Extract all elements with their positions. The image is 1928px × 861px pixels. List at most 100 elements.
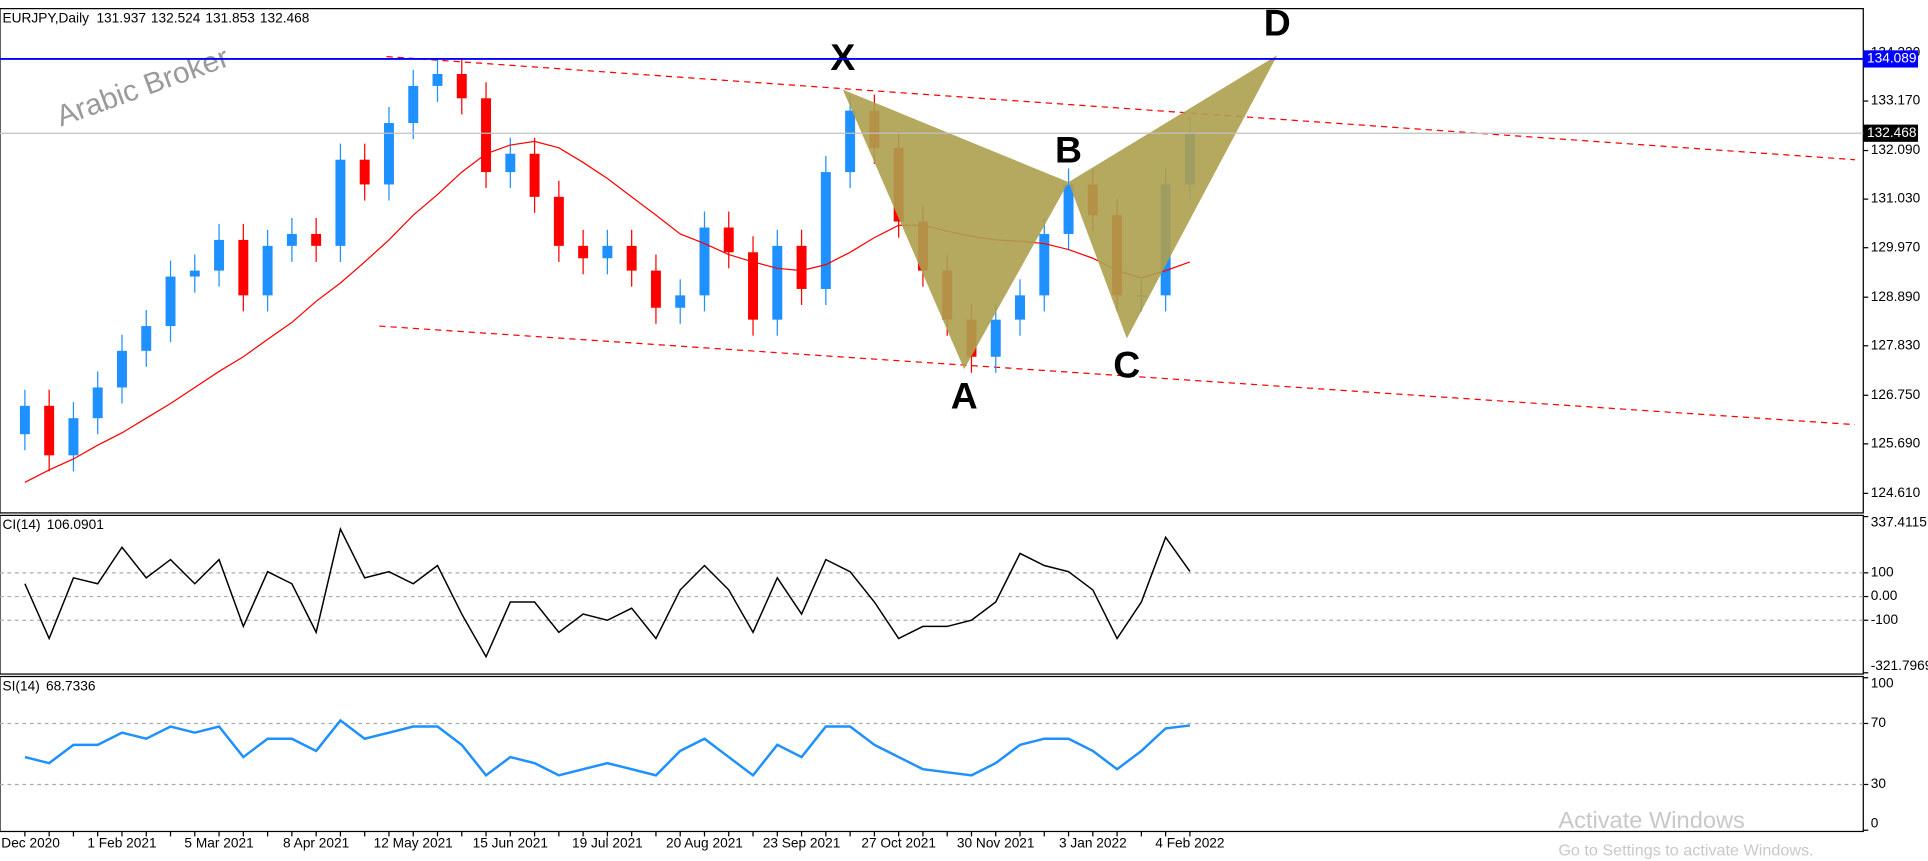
ohlc-value: 131.937	[96, 10, 145, 25]
x-tick-label: 5 Mar 2021	[184, 835, 253, 850]
candle-body	[602, 245, 613, 259]
y-tick-label: 70	[1871, 715, 1887, 730]
harmonic-pattern	[842, 89, 1069, 370]
candle-body	[626, 245, 637, 271]
main-panel	[0, 7, 1864, 514]
candle-body	[529, 153, 540, 197]
y-tick-label: 127.830	[1871, 337, 1921, 352]
activation-title: Activate Windows	[1558, 807, 1745, 833]
y-tick-label: 0.00	[1871, 588, 1898, 603]
cci-panel	[0, 514, 1864, 675]
x-tick-label: 19 Jul 2021	[572, 835, 643, 850]
candle-body	[456, 74, 467, 99]
candle-body	[335, 159, 346, 246]
candle-body	[141, 326, 152, 351]
x-tick-label: 27 Oct 2021	[861, 835, 936, 850]
trend-line	[386, 55, 1855, 161]
candle-body	[262, 245, 273, 296]
candle-body	[432, 74, 443, 86]
candle-body	[214, 239, 225, 271]
candle-body	[990, 319, 1001, 357]
ohlc-value: 132.524	[151, 10, 201, 25]
candle-body	[92, 387, 103, 419]
candle-body	[553, 196, 564, 246]
x-tick-label: 3 Jan 2022	[1059, 835, 1127, 850]
y-tick-label: 128.890	[1871, 289, 1921, 304]
pattern-label: D	[1264, 2, 1291, 44]
ohlc-value: 131.853	[205, 10, 254, 25]
candle-body	[44, 405, 55, 456]
y-tick-label: -100	[1871, 612, 1899, 627]
indicator-line	[24, 526, 1191, 659]
candle-body	[699, 227, 710, 296]
candle-body	[796, 245, 807, 289]
indicator-line	[24, 718, 1191, 778]
candle-body	[723, 227, 734, 253]
ohlc-value: 132.468	[260, 10, 309, 25]
y-tick-label: 100	[1871, 676, 1894, 691]
y-tick-label: 132.090	[1871, 142, 1921, 157]
y-tick-label: 133.170	[1871, 93, 1921, 108]
panel-title: EURJPY,Daily 131.937 132.524 131.853 132.468	[2, 10, 309, 25]
x-tick-label: 1 Feb 2021	[87, 835, 156, 850]
candle-body	[1063, 184, 1074, 234]
trend-line	[379, 325, 1855, 426]
y-tick-label: 124.610	[1871, 485, 1921, 500]
pattern-label: C	[1113, 344, 1140, 386]
candle-body	[1015, 295, 1025, 320]
candle-body	[675, 295, 686, 308]
candle-body	[408, 85, 419, 124]
price-label-box	[1863, 124, 1919, 142]
candle-body	[286, 233, 297, 246]
x-tick-label: 12 May 2021	[374, 835, 453, 850]
x-tick-label: 23 Sep 2021	[763, 835, 841, 850]
x-tick-label: 15 Jun 2021	[473, 835, 548, 850]
pattern-label: X	[830, 36, 855, 78]
y-tick-label: 0	[1871, 816, 1879, 831]
candle-body	[772, 245, 783, 320]
y-tick-label: 30	[1871, 776, 1887, 791]
y-tick-label: 100	[1871, 565, 1894, 580]
candle-body	[19, 405, 30, 435]
x-tick-label: 20 Aug 2021	[666, 835, 743, 850]
panel-title: SI(14) 68.7336	[2, 678, 95, 693]
candle-body	[68, 418, 79, 456]
x-tick-label: 8 Dec 2020	[0, 835, 60, 850]
title: CI(14)	[2, 517, 40, 532]
candle-body	[578, 245, 589, 259]
candle-body	[383, 123, 394, 185]
title: SI(14)	[2, 678, 39, 693]
candle-body	[748, 252, 759, 320]
y-tick-label: 131.030	[1871, 191, 1921, 206]
price-label-box	[1863, 50, 1919, 68]
y-tick-label: 337.4115	[1871, 514, 1927, 529]
pattern-label: A	[951, 375, 978, 417]
panel-title: CI(14) 106.0901	[2, 517, 103, 532]
current-value: 106.0901	[47, 517, 104, 532]
activation-subtitle: Go to Settings to activate Windows.	[1558, 841, 1813, 859]
price-label: 134.089	[1867, 51, 1916, 66]
candle-body	[116, 350, 127, 388]
candle-body	[505, 153, 516, 173]
candle-body	[238, 239, 249, 296]
title: EURJPY,Daily	[2, 10, 89, 25]
candle-body	[311, 233, 322, 246]
candle-body	[165, 276, 176, 327]
x-tick-label: 8 Apr 2021	[283, 835, 349, 850]
x-tick-label: 4 Feb 2022	[1155, 835, 1224, 850]
candle-body	[845, 110, 856, 173]
harmonic-pattern	[1068, 55, 1278, 339]
pattern-label: B	[1055, 129, 1082, 171]
current-value: 68.7336	[46, 678, 95, 693]
candle-body	[481, 98, 492, 173]
candle-body	[359, 159, 370, 185]
candle-body	[820, 172, 831, 289]
rsi-panel	[0, 675, 1864, 833]
candle-body	[1039, 233, 1050, 296]
y-tick-label: 126.750	[1871, 387, 1921, 402]
candle-body	[650, 270, 661, 308]
x-tick-label: 30 Nov 2021	[957, 835, 1035, 850]
